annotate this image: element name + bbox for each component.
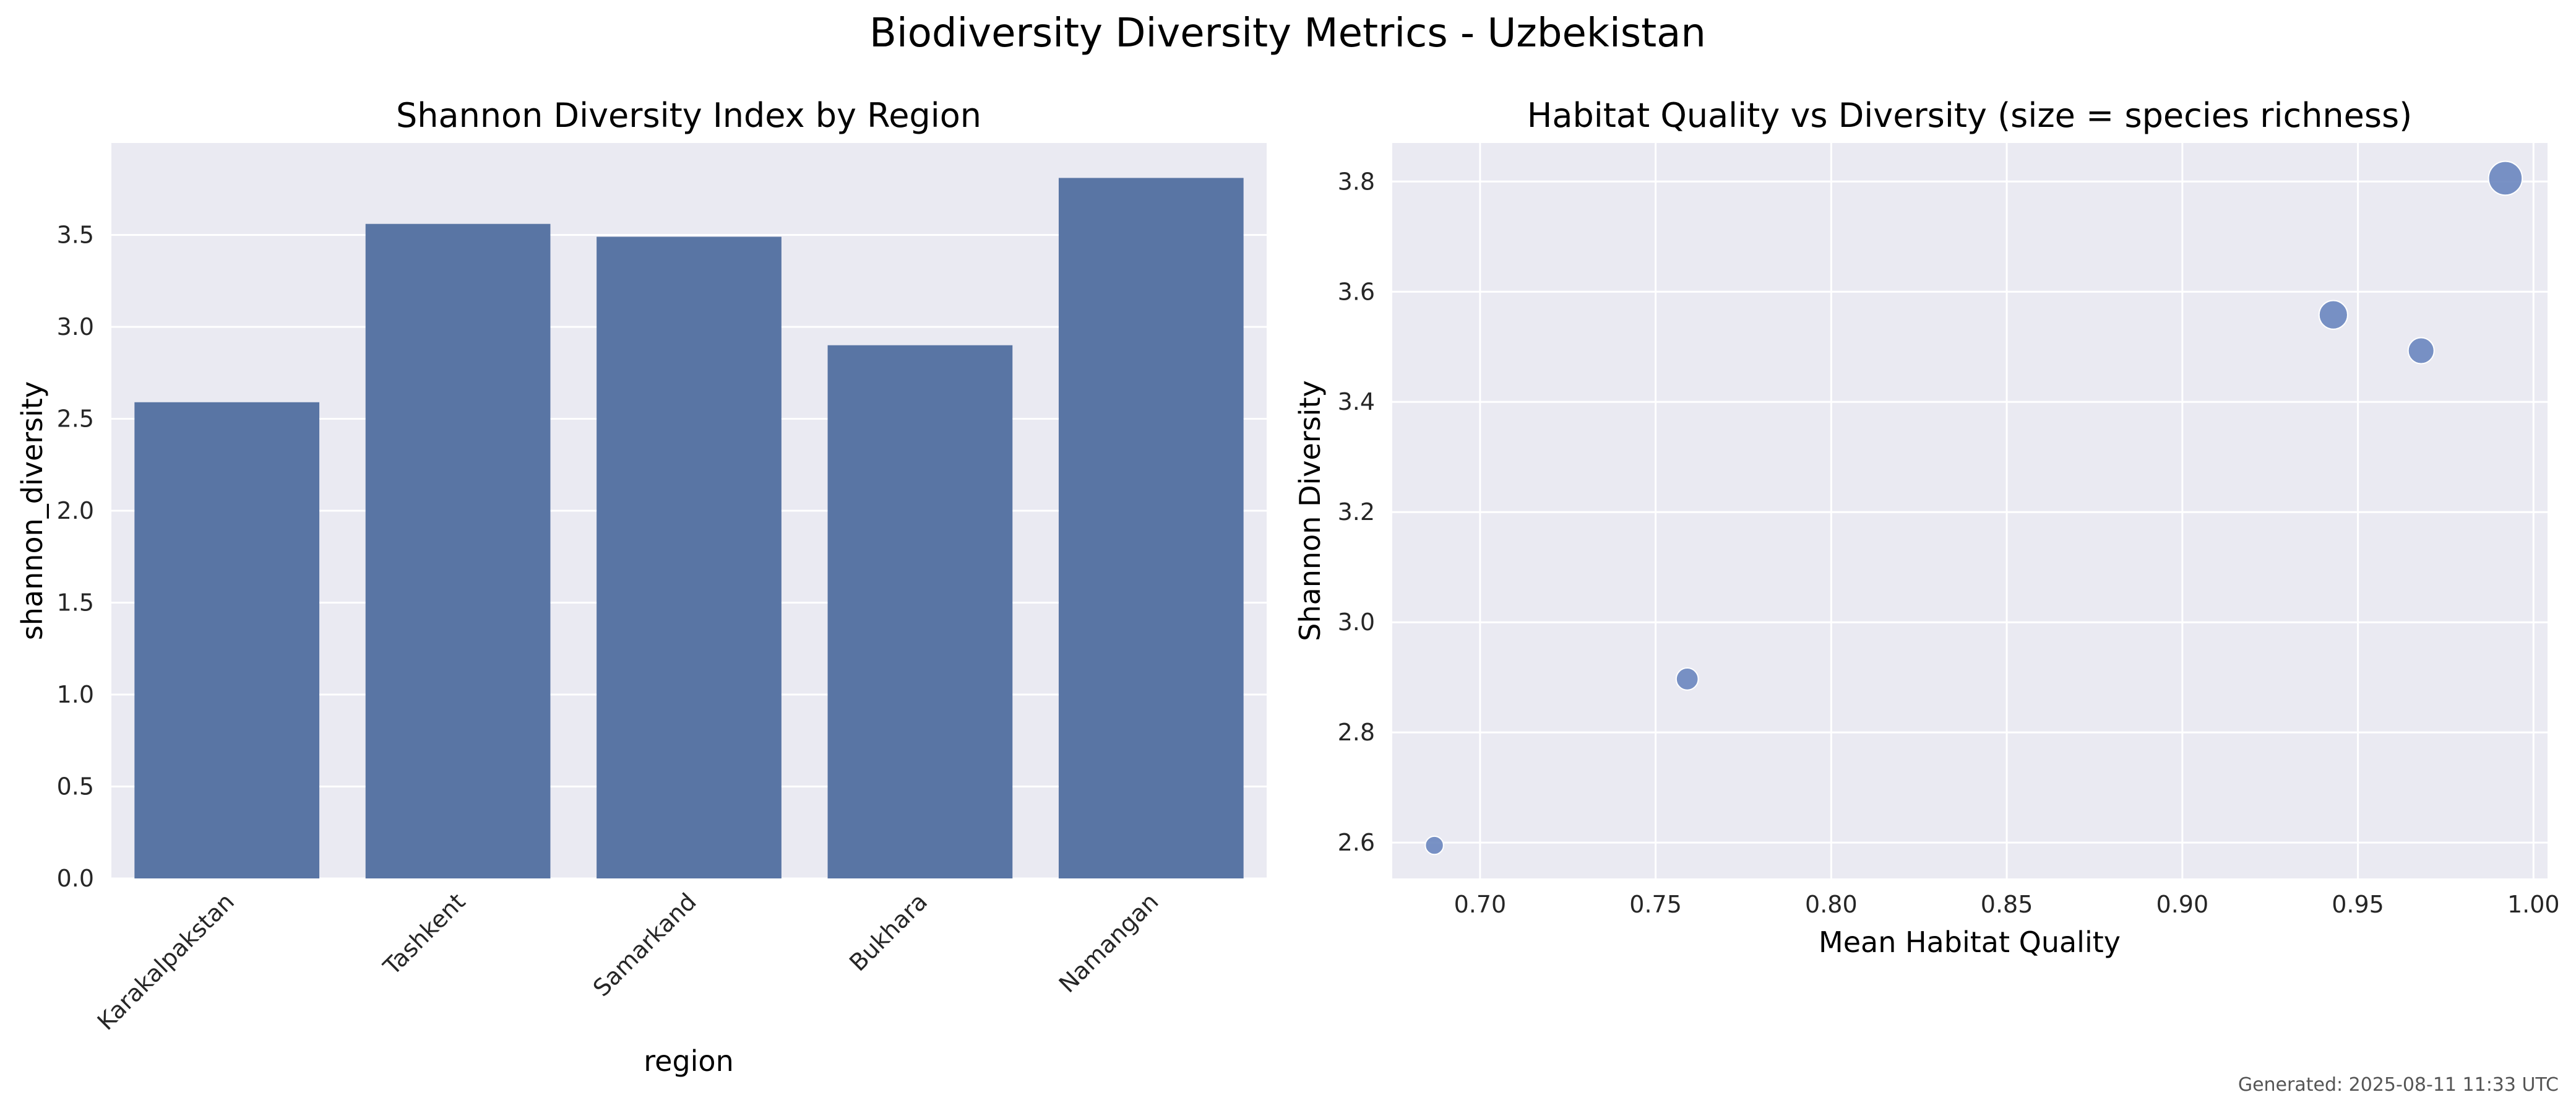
bar (365, 223, 551, 879)
bar-x-tick-label: Tashkent (377, 888, 470, 981)
scatter-y-tick-label: 3.4 (1338, 388, 1375, 415)
scatter-y-tick-label: 3.6 (1338, 278, 1375, 305)
scatter-y-tick-label: 2.8 (1338, 719, 1375, 746)
scatter-x-tick-label: 0.95 (2332, 891, 2384, 918)
bar-chart-panel: 0.0 0.5 1.0 1.5 2.0 2.5 3.0 3.5 Karakalpakstan T… (15, 96, 1267, 1078)
bar-y-tick-label: 3.5 (57, 222, 94, 249)
bar-x-axis-label: region (644, 1044, 733, 1078)
scatter-y-tick-label: 3.2 (1338, 498, 1375, 526)
bar-x-tick-label: Bukhara (844, 888, 933, 976)
bar-x-ticks: Karakalpakstan Tashkent Samarkand Bukhara Na… (92, 888, 1164, 1035)
scatter-point (2318, 300, 2348, 330)
scatter-points (1424, 160, 2523, 856)
bar-y-tick-label: 0.0 (57, 865, 94, 892)
scatter-gridlines (1392, 143, 2548, 878)
scatter-y-axis-label: Shannon Diversity (1293, 380, 1327, 641)
scatter-point (1424, 835, 1444, 856)
generated-timestamp: Generated: 2025-08-11 11:33 UTC (2238, 1074, 2559, 1096)
scatter-y-ticks: 2.6 2.8 3.0 3.2 3.4 3.6 3.8 (1338, 168, 1375, 856)
scatter-point (2488, 160, 2523, 196)
scatter-x-ticks: 0.70 0.75 0.80 0.85 0.90 0.95 1.00 (1454, 891, 2560, 918)
scatter-chart-title: Habitat Quality vs Diversity (size = spe… (1527, 96, 2412, 135)
bar-y-tick-label: 1.5 (57, 589, 94, 617)
bar-marks (134, 178, 1244, 879)
bar-x-tick-label: Karakalpakstan (92, 888, 239, 1035)
bar-y-tick-label: 0.5 (57, 773, 94, 800)
bar (827, 345, 1013, 878)
bar-y-tick-label: 2.5 (57, 405, 94, 433)
scatter-plot-area (1392, 143, 2548, 878)
bar-x-tick-label: Samarkand (588, 888, 702, 1002)
scatter-y-tick-label: 3.0 (1338, 609, 1375, 636)
scatter-x-tick-label: 0.85 (1981, 891, 2033, 918)
scatter-x-tick-label: 0.90 (2156, 891, 2209, 918)
scatter-x-tick-label: 0.80 (1805, 891, 1858, 918)
scatter-y-tick-label: 2.6 (1338, 829, 1375, 856)
bar-x-tick-label: Namangan (1054, 888, 1164, 998)
scatter-point (1675, 667, 1699, 691)
bar (597, 236, 782, 879)
scatter-x-tick-label: 0.70 (1454, 891, 1507, 918)
bar-y-axis-label: shannon_diversity (15, 381, 49, 640)
bar-chart-title: Shannon Diversity Index by Region (396, 96, 981, 135)
bar-y-tick-label: 3.0 (57, 313, 94, 340)
bar (1058, 178, 1244, 879)
scatter-x-tick-label: 1.00 (2507, 891, 2560, 918)
figure-title: Biodiversity Diversity Metrics - Uzbekis… (869, 11, 1706, 56)
scatter-y-tick-label: 3.8 (1338, 168, 1375, 195)
bar-y-tick-label: 1.0 (57, 681, 94, 708)
scatter-point (2407, 337, 2435, 365)
scatter-chart-panel: 2.62.83.03.23.43.63.8 0.70 0.75 0.80 0.85 0.… (1293, 96, 2560, 959)
bar-y-tick-label: 2.0 (57, 497, 94, 524)
scatter-x-tick-label: 0.75 (1629, 891, 1682, 918)
bar (134, 402, 320, 878)
scatter-x-axis-label: Mean Habitat Quality (1819, 925, 2121, 959)
bar-y-ticks: 0.0 0.5 1.0 1.5 2.0 2.5 3.0 3.5 (57, 222, 94, 893)
